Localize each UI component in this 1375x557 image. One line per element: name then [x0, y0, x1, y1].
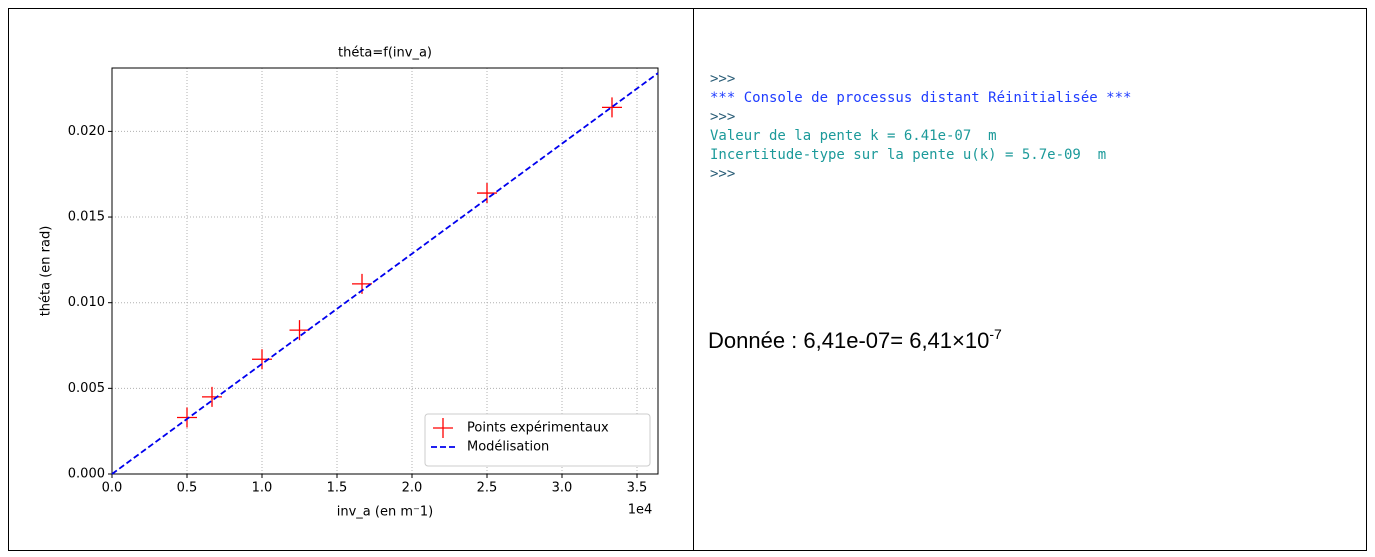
chart-title: théta=f(inv_a) — [338, 46, 432, 61]
x-offset: 1e4 — [628, 503, 653, 518]
y-axis-label: théta (en rad) — [39, 226, 54, 317]
note: Donnée : 6,41e-07= 6,41×10-7 — [708, 326, 1002, 353]
y-tick-label: 0.000 — [68, 467, 105, 482]
y-tick-label: 0.005 — [68, 381, 105, 396]
x-axis-label: inv_a (en m⁻1) — [337, 505, 433, 520]
point — [477, 183, 497, 204]
x-tick-label: 3.0 — [552, 481, 573, 496]
x-tick-label: 2.5 — [477, 481, 498, 496]
console: >>> *** Console de processus distant Réin… — [710, 71, 1131, 182]
x-tick-label: 0.0 — [102, 481, 123, 496]
x-tick-label: 0.5 — [177, 481, 198, 496]
legend-label: Modélisation — [467, 440, 549, 455]
console-line: >>> — [710, 71, 735, 87]
legend-label: Points expérimentaux — [467, 421, 609, 436]
y-tick-label: 0.020 — [68, 124, 105, 139]
x-tick-label: 1.5 — [327, 481, 348, 496]
point — [202, 386, 223, 407]
plot-frame — [111, 67, 659, 475]
x-tick-label: 3.5 — [627, 481, 648, 496]
note-exponent: -7 — [989, 326, 1002, 342]
legend-marker — [433, 418, 453, 438]
legend-box — [424, 413, 651, 467]
console-line: >>> — [710, 109, 735, 125]
frame — [8, 8, 1367, 551]
fit-line — [111, 72, 659, 475]
note-text: Donnée : 6,41e-07= 6,41×10 — [708, 328, 989, 353]
console-line: >>> — [710, 166, 735, 182]
point — [601, 97, 622, 118]
chart: théta=f(inv_a) inv_a (en m⁻1) 1e4 théta … — [39, 46, 659, 520]
point — [177, 407, 197, 428]
console-line: *** Console de processus distant Réiniti… — [710, 90, 1131, 106]
console-line: Valeur de la pente k = 6.41e-07 m — [710, 128, 997, 144]
x-tick-label: 2.0 — [402, 481, 423, 496]
y-tick-label: 0.015 — [68, 210, 105, 225]
point — [289, 320, 310, 341]
console-line: Incertitude-type sur la pente u(k) = 5.7… — [710, 147, 1106, 163]
y-tick-label: 0.010 — [68, 295, 105, 310]
x-tick-label: 1.0 — [252, 481, 273, 496]
